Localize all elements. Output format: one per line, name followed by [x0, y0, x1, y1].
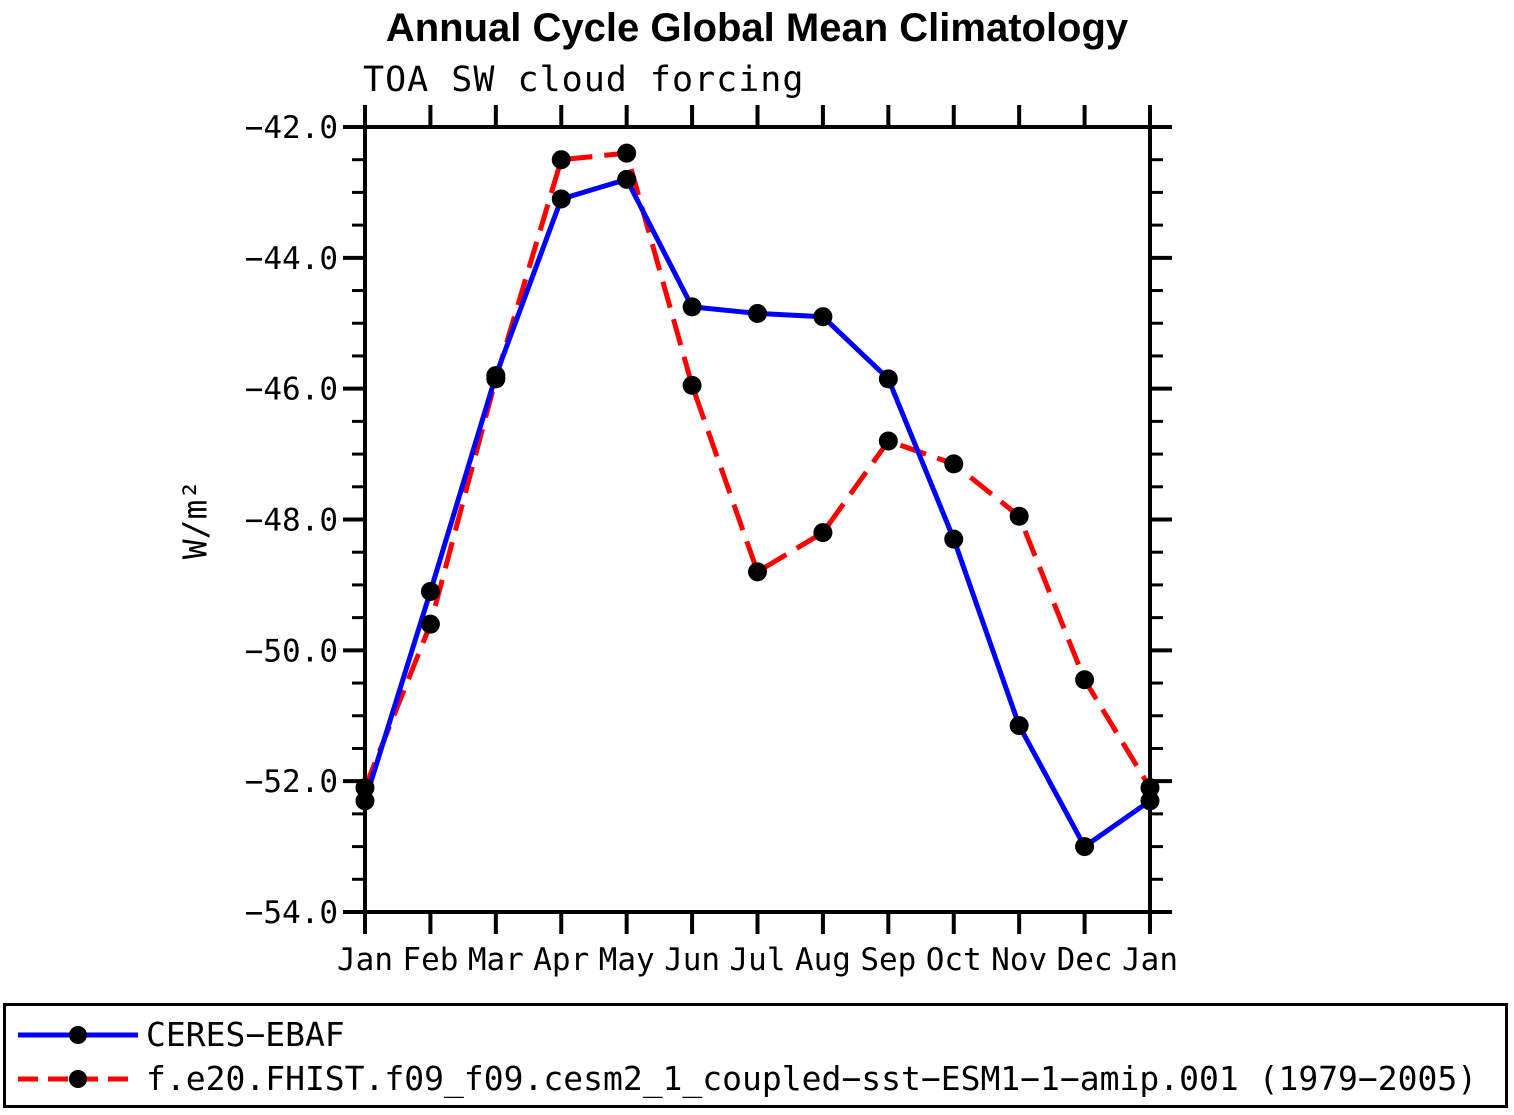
x-tick-label: Dec — [1057, 942, 1113, 978]
x-tick-label: Mar — [468, 942, 524, 978]
series-line-model — [362, 150, 1153, 790]
x-tick-label: Nov — [991, 942, 1047, 978]
x-tick-label: Jan — [1122, 942, 1178, 978]
data-point-marker — [944, 529, 964, 549]
x-tick-label: May — [599, 942, 655, 978]
legend-line-sample-obs — [18, 1026, 138, 1044]
data-point-marker — [1140, 778, 1160, 798]
legend-label-obs: CERES−EBAF — [146, 1015, 345, 1054]
legend-line-sample-model — [18, 1070, 138, 1088]
data-point-marker — [486, 369, 506, 389]
chart-title: Annual Cycle Global Mean Climatology — [385, 6, 1129, 50]
x-tick-label: Jan — [337, 942, 393, 978]
data-point-marker — [551, 150, 571, 170]
data-point-marker — [420, 614, 440, 634]
data-point-marker — [878, 431, 898, 451]
data-point-marker — [617, 143, 637, 163]
x-tick-label: Jul — [730, 942, 786, 978]
data-point-marker — [1009, 716, 1029, 736]
legend-item-ceres-ebaf: CERES−EBAF — [14, 1018, 345, 1052]
legend-label-model: f.e20.FHIST.f09_f09.cesm2_1_coupled−sst−… — [146, 1059, 1478, 1098]
x-tick-label: Sep — [860, 942, 916, 978]
x-tick-label: Oct — [926, 942, 982, 978]
data-point-marker — [682, 297, 702, 317]
data-point-marker — [748, 562, 767, 582]
data-point-marker — [617, 169, 637, 189]
y-tick-label: −44.0 — [245, 241, 338, 277]
data-point-marker — [878, 369, 898, 389]
data-point-marker — [944, 454, 964, 474]
data-point-marker — [1075, 670, 1095, 690]
x-tick-label: Aug — [795, 942, 851, 978]
data-point-marker — [420, 581, 440, 601]
data-point-marker — [551, 189, 571, 209]
data-point-marker — [748, 303, 767, 323]
y-tick-label: −42.0 — [245, 110, 338, 146]
data-point-marker — [813, 307, 833, 327]
x-tick-label: Apr — [533, 942, 589, 978]
x-tick-label: Jun — [664, 942, 720, 978]
y-tick-label: −54.0 — [245, 895, 338, 931]
data-point-marker — [1009, 506, 1029, 526]
data-point-marker — [813, 523, 833, 543]
legend-box: CERES−EBAF f.e20.FHIST.f09_f09.cesm2_1_c… — [3, 1003, 1508, 1108]
data-point-marker — [1140, 791, 1160, 811]
legend-marker-dot — [69, 1070, 87, 1088]
y-tick-label: −48.0 — [245, 503, 338, 539]
legend-item-model: f.e20.FHIST.f09_f09.cesm2_1_coupled−sst−… — [14, 1062, 1477, 1096]
y-tick-label: −52.0 — [245, 764, 338, 800]
data-point-marker — [355, 778, 375, 798]
data-point-marker — [355, 791, 375, 811]
series-line-obs — [362, 176, 1152, 850]
y-tick-label: −46.0 — [245, 372, 338, 408]
axis-frame — [363, 125, 1152, 914]
data-point-marker — [1075, 837, 1095, 857]
legend-marker-dot — [69, 1026, 87, 1044]
data-point-marker — [682, 375, 702, 395]
y-tick-label: −50.0 — [245, 633, 338, 669]
chart-subtitle: TOA SW cloud forcing — [363, 60, 805, 100]
x-tick-label: Feb — [402, 942, 458, 978]
